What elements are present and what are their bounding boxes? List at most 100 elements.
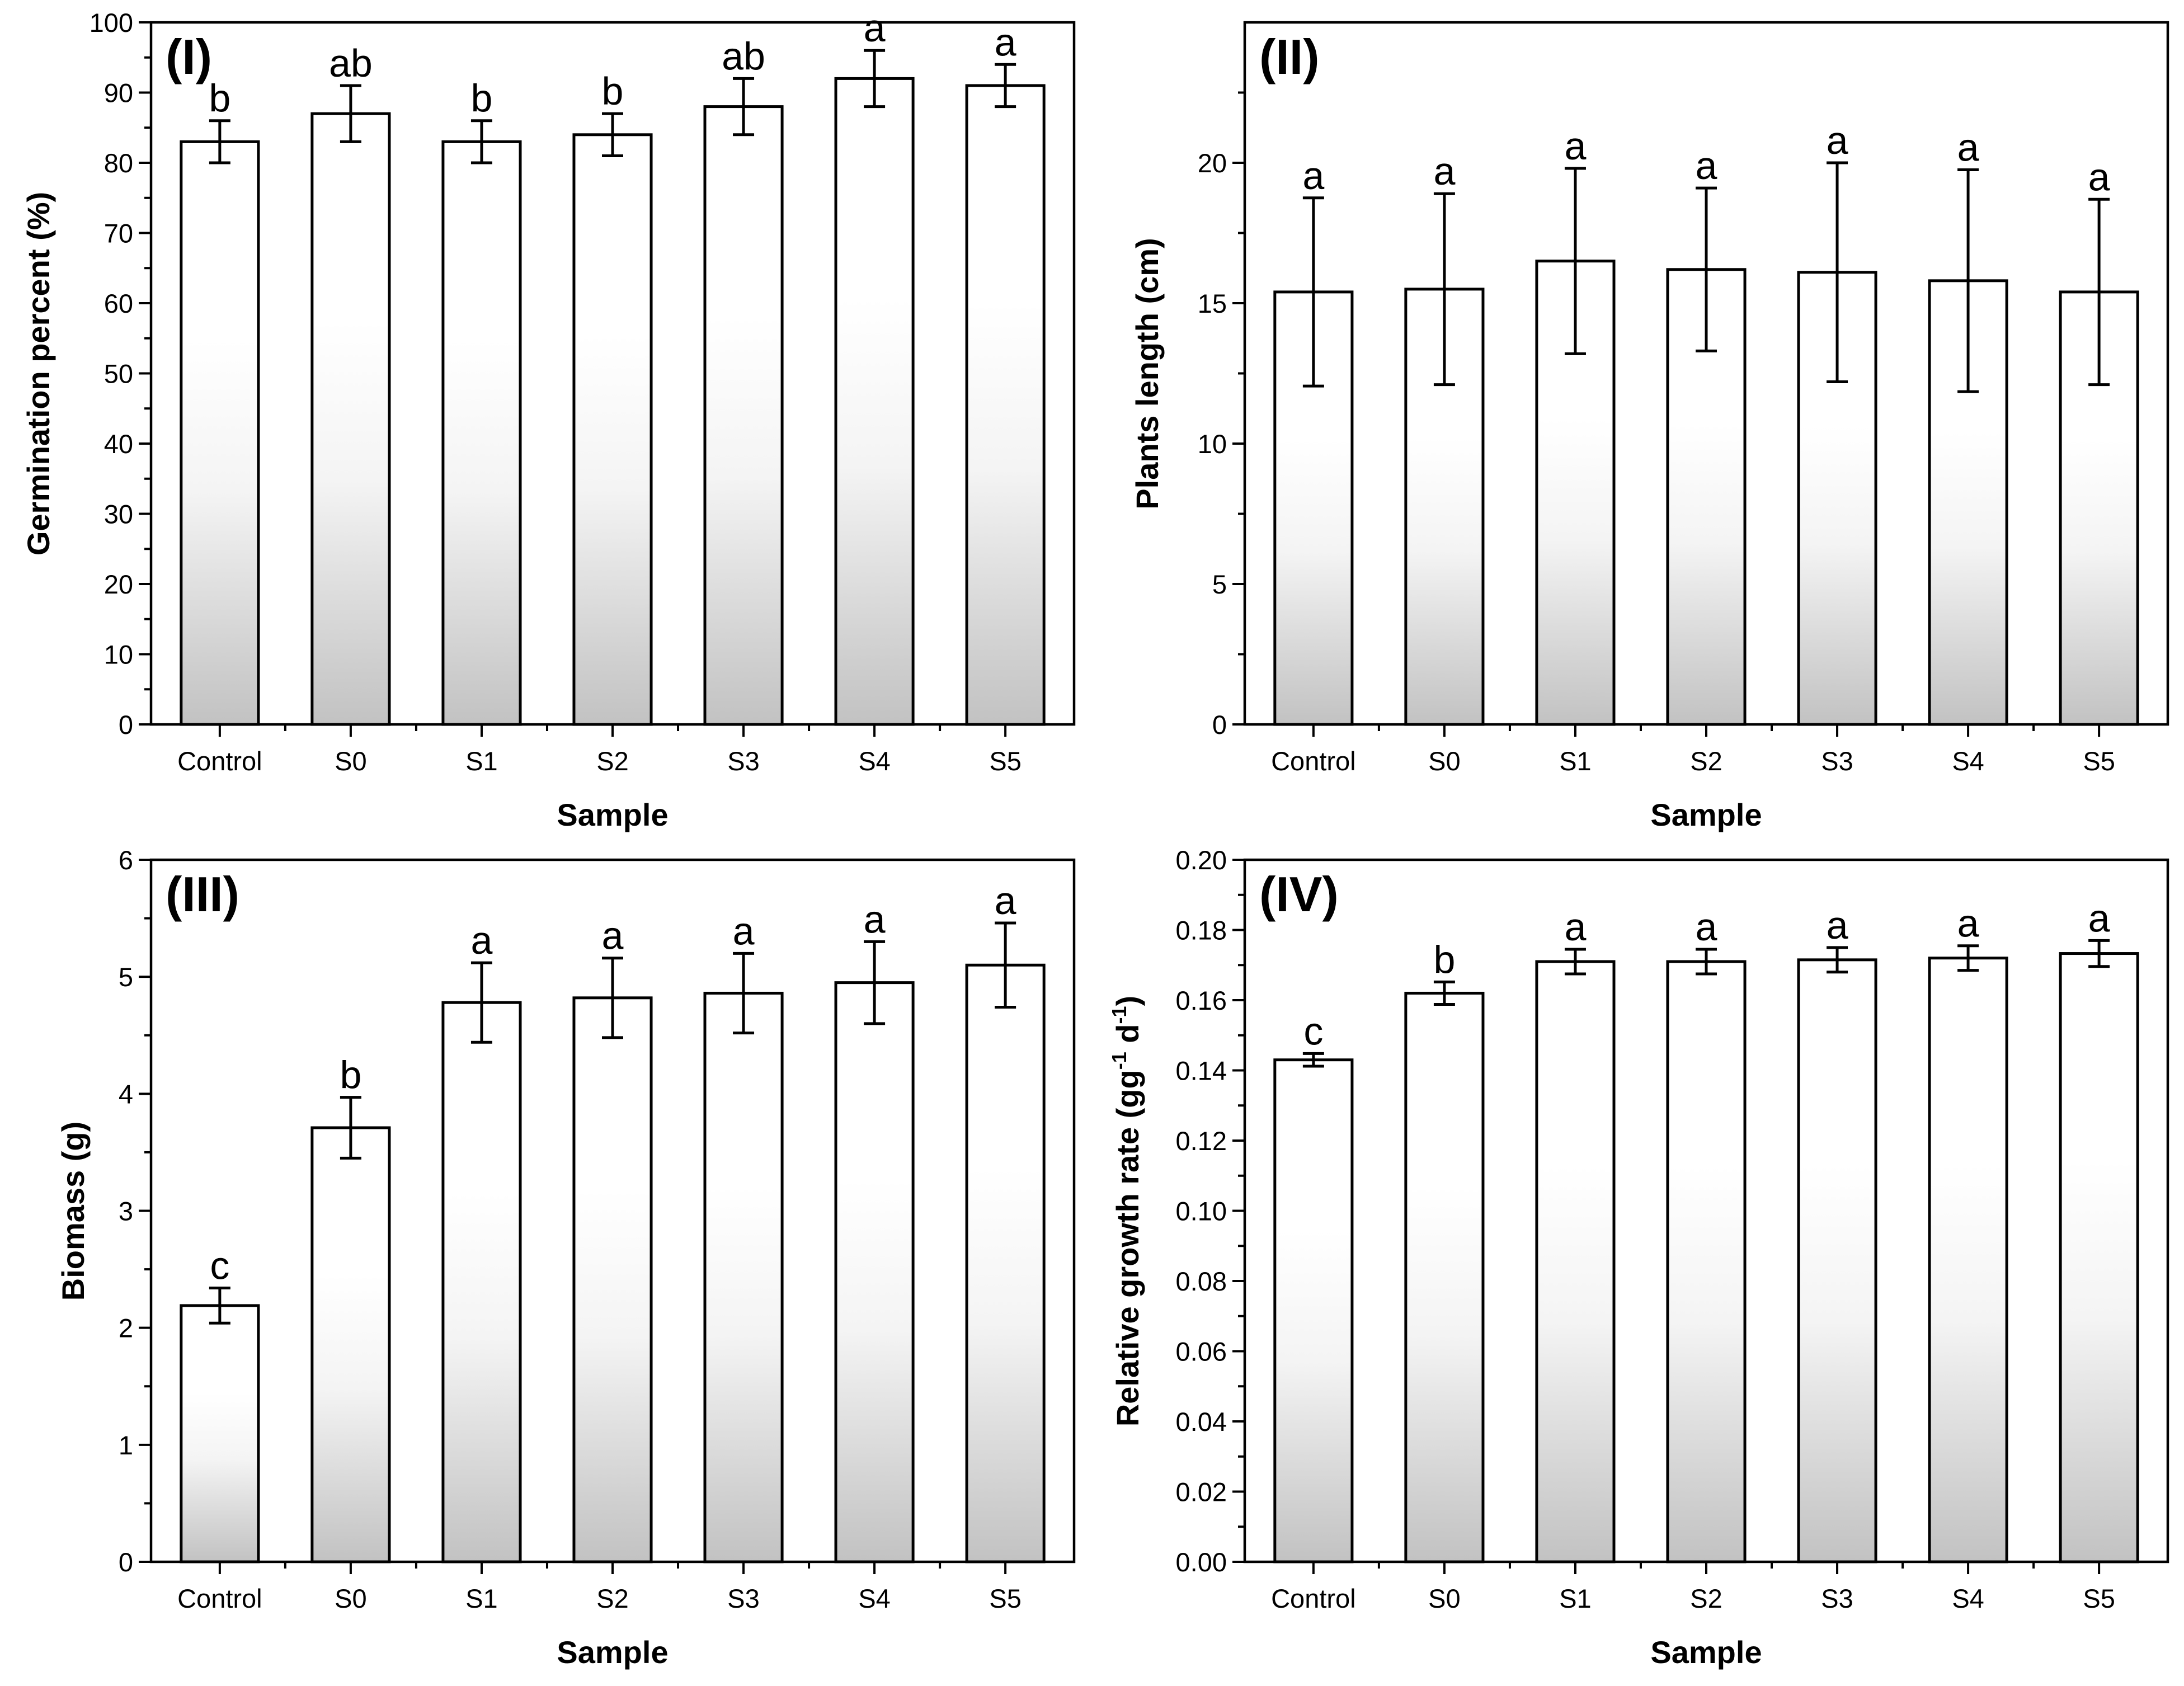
y-tick-label: 80 — [104, 148, 133, 178]
y-tick-label: 0.06 — [1176, 1337, 1227, 1367]
y-tick-label: 6 — [119, 845, 133, 875]
significance-letter: b — [470, 77, 492, 120]
x-tick-label: S0 — [335, 746, 367, 776]
y-tick-label: 30 — [104, 500, 133, 529]
y-tick-label: 0 — [119, 1547, 133, 1577]
x-tick-label: S0 — [1428, 1584, 1461, 1613]
y-tick-label: 3 — [119, 1197, 133, 1226]
x-axis-title: Sample — [557, 1635, 668, 1670]
significance-letter: a — [1696, 905, 1717, 949]
y-tick-label: 0.00 — [1176, 1547, 1227, 1577]
significance-letter: a — [1827, 119, 1848, 162]
bar — [703, 105, 784, 726]
y-tick-label: 0.10 — [1176, 1197, 1227, 1226]
x-tick-label: Control — [177, 746, 262, 776]
significance-letter: c — [1303, 1009, 1323, 1053]
y-tick-label: 70 — [104, 219, 133, 248]
significance-letter: b — [602, 69, 624, 113]
x-tick-label: S5 — [989, 1584, 1022, 1613]
significance-letter: ab — [722, 34, 765, 78]
bar — [1404, 991, 1485, 1563]
bar — [1535, 960, 1616, 1563]
panel-label: (II) — [1259, 29, 1320, 84]
y-tick-label: 40 — [104, 429, 133, 459]
y-axis-title-superscript: -1 — [1108, 1006, 1131, 1024]
y-tick-label: 100 — [90, 8, 133, 37]
bar — [441, 1001, 522, 1563]
x-tick-label: S2 — [1690, 1584, 1722, 1613]
y-axis-title-superscript: -1 — [1108, 1052, 1131, 1070]
bar — [180, 1304, 260, 1563]
x-tick-label: S2 — [1690, 746, 1722, 776]
x-tick-label: S4 — [858, 746, 891, 776]
y-tick-label: 2 — [119, 1313, 133, 1343]
y-tick-label: 0.14 — [1176, 1056, 1227, 1086]
bar — [1666, 960, 1747, 1563]
significance-letter: a — [1957, 126, 1979, 169]
y-tick-label: 20 — [1198, 148, 1227, 178]
panel-label: (III) — [166, 866, 239, 922]
significance-letter: a — [470, 919, 492, 962]
y-tick-label: 0.02 — [1176, 1477, 1227, 1507]
x-tick-label: S4 — [1952, 1584, 1984, 1613]
y-axis-title: Plants length (cm) — [1129, 238, 1165, 509]
y-axis-title-part: Relative growth rate (gg — [1110, 1070, 1145, 1426]
y-axis-title: Biomass (g) — [55, 1122, 91, 1301]
significance-letter: b — [209, 77, 230, 120]
bar — [1928, 957, 2008, 1563]
y-tick-label: 20 — [104, 569, 133, 599]
significance-letter: a — [2088, 896, 2110, 940]
bar — [310, 112, 391, 726]
bar — [834, 77, 915, 726]
panel-4: c b a a a a a 0.00 0.02 0.04 0.06 0.08 0.10 0.12 0.14… — [1108, 845, 2169, 1670]
significance-letter: ab — [329, 41, 373, 85]
panel-1: b ab b b ab a a 0 10 20 30 40 50 60 70 80 90 100 Control… — [21, 6, 1076, 832]
y-tick-label: 50 — [104, 359, 133, 389]
significance-letter: a — [733, 909, 755, 953]
x-tick-label: S1 — [465, 1584, 498, 1613]
panel-label: (I) — [166, 29, 212, 84]
significance-letter: b — [1433, 938, 1455, 981]
bar — [1273, 1058, 1354, 1563]
y-axis-title: Relative growth rate (gg-1 d-1) — [1108, 996, 1145, 1426]
significance-letter: a — [864, 897, 886, 941]
x-axis-title: Sample — [1650, 1635, 1762, 1670]
x-tick-label: S2 — [596, 1584, 629, 1613]
x-tick-label: S0 — [1428, 746, 1461, 776]
y-tick-label: 1 — [119, 1430, 133, 1460]
panel-2: a a a a a a a 0 5 10 15 20 Control S0 S1 S2 S3 S4 S5 (II… — [1129, 21, 2169, 832]
x-tick-label: S3 — [1821, 1584, 1853, 1613]
x-tick-label: S4 — [1952, 746, 1984, 776]
x-axis-title: Sample — [557, 797, 668, 832]
bar — [572, 996, 653, 1563]
x-tick-label: S5 — [2083, 1584, 2115, 1613]
x-tick-label: S3 — [727, 746, 760, 776]
y-tick-label: 0.20 — [1176, 845, 1227, 875]
y-tick-label: 0.08 — [1176, 1266, 1227, 1296]
bar — [834, 981, 915, 1563]
significance-letter: a — [864, 6, 886, 50]
x-tick-label: S3 — [1821, 746, 1853, 776]
y-tick-label: 10 — [1198, 429, 1227, 459]
y-tick-label: 0 — [119, 710, 133, 740]
significance-letter: a — [1564, 124, 1586, 168]
bar — [310, 1126, 391, 1563]
x-tick-label: S3 — [727, 1584, 760, 1613]
y-tick-label: 0.12 — [1176, 1126, 1227, 1156]
significance-letter: a — [1696, 144, 1717, 187]
bar — [441, 140, 522, 726]
x-tick-label: S5 — [2083, 746, 2115, 776]
bar — [965, 84, 1046, 726]
y-tick-label: 0 — [1212, 710, 1227, 740]
y-tick-label: 5 — [1212, 569, 1227, 599]
bar — [1797, 958, 1877, 1563]
x-tick-label: Control — [1271, 1584, 1356, 1613]
x-axis-title: Sample — [1650, 797, 1762, 832]
x-tick-label: Control — [1271, 746, 1356, 776]
y-tick-label: 0.16 — [1176, 986, 1227, 1015]
y-tick-label: 0.04 — [1176, 1407, 1227, 1437]
y-tick-label: 90 — [104, 78, 133, 108]
x-tick-label: S5 — [989, 746, 1022, 776]
significance-letter: a — [1957, 902, 1979, 945]
